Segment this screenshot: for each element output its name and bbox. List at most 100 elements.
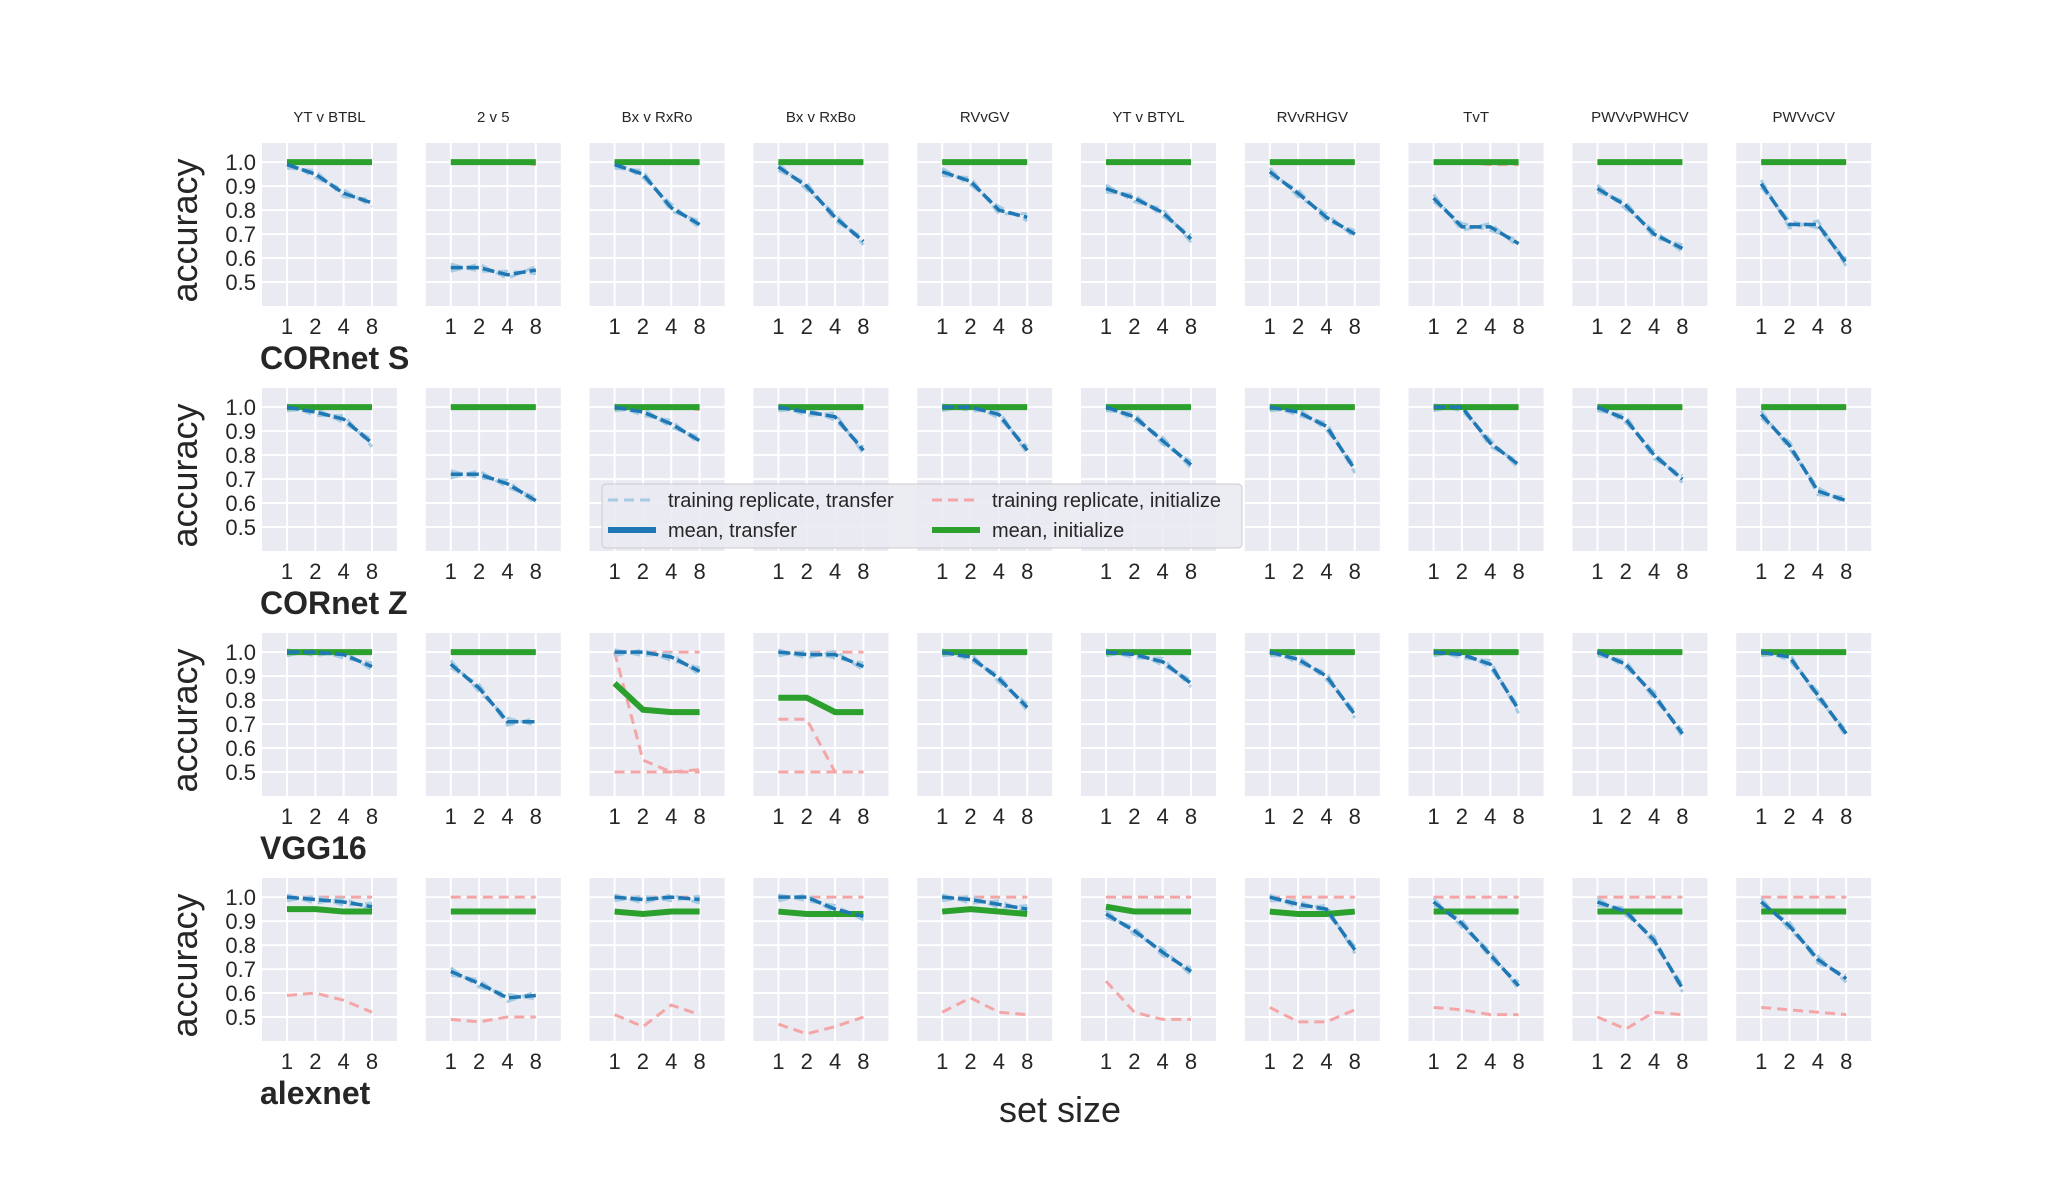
x-tick-label: 8 [1512, 314, 1524, 339]
x-tick-label: 8 [1185, 804, 1197, 829]
mean-transfer-line [450, 265, 537, 277]
x-tick-label: 1 [1591, 804, 1603, 829]
y-tick-label: 0.9 [225, 174, 256, 199]
x-tick-label: 1 [1264, 804, 1276, 829]
mean-transfer-line [1433, 405, 1520, 467]
x-tick-label: 2 [473, 314, 485, 339]
x-tick-label: 8 [530, 559, 542, 584]
x-tick-label: 1 [1427, 314, 1439, 339]
mean-transfer-line [1269, 650, 1357, 716]
panel-background [262, 143, 397, 306]
x-tick-label: 8 [530, 1049, 542, 1074]
x-tick-label: 8 [1840, 1049, 1852, 1074]
y-tick-label: 0.9 [225, 419, 256, 444]
x-tick-label: 4 [993, 559, 1005, 584]
x-tick-label: 8 [530, 314, 542, 339]
panel-background [1081, 633, 1216, 796]
mean-transfer-line [1759, 182, 1848, 264]
x-tick-label: 2 [964, 1049, 976, 1074]
x-tick-label: 2 [1456, 314, 1468, 339]
x-tick-label: 8 [366, 1049, 378, 1074]
x-tick-label: 1 [1100, 1049, 1112, 1074]
x-tick-label: 8 [1840, 559, 1852, 584]
x-tick-label: 4 [338, 1049, 350, 1074]
x-tick-label: 2 [309, 1049, 321, 1074]
mean-transfer-line [1105, 186, 1193, 241]
x-tick-label: 1 [1755, 314, 1767, 339]
y-tick-label: 0.5 [225, 515, 256, 540]
x-tick-label: 8 [1676, 559, 1688, 584]
x-tick-label: 8 [693, 314, 705, 339]
x-tick-label: 2 [309, 804, 321, 829]
x-tick-label: 2 [637, 1049, 649, 1074]
x-tick-label: 4 [1484, 559, 1496, 584]
transfer-replicate-line [286, 159, 373, 208]
panel-background [262, 633, 397, 796]
panel-background [425, 388, 561, 551]
initialize-replicate-line [778, 717, 864, 774]
y-tick-label: 0.6 [225, 491, 256, 516]
panel-background [1572, 633, 1708, 796]
transfer-replicate-line [449, 966, 537, 1001]
x-tick-label: 1 [608, 804, 620, 829]
mean-transfer-line [942, 405, 1029, 452]
y-tick-label: 1.0 [225, 150, 256, 175]
x-tick-label: 8 [693, 804, 705, 829]
x-tick-label: 2 [1456, 1049, 1468, 1074]
x-tick-label: 1 [281, 314, 293, 339]
x-tick-label: 8 [1840, 314, 1852, 339]
x-tick-label: 1 [1755, 804, 1767, 829]
x-tick-label: 8 [1185, 559, 1197, 584]
mean-initialize-line [1269, 908, 1356, 917]
panel-background [1736, 633, 1872, 796]
x-tick-label: 4 [501, 559, 513, 584]
x-tick-label: 4 [338, 314, 350, 339]
y-tick-label: 0.8 [225, 933, 256, 958]
mean-initialize-line [941, 906, 1028, 917]
mean-transfer-line [1268, 170, 1356, 236]
x-tick-label: 2 [801, 559, 813, 584]
x-tick-label: 4 [1484, 804, 1496, 829]
panel-background [1244, 388, 1380, 551]
legend: training replicate, transfer training rep… [601, 483, 1243, 549]
panel-background [425, 633, 561, 796]
x-tick-label: 1 [1591, 314, 1603, 339]
panel: 1 2 4 8 PWVvPWHCV [1572, 109, 1708, 339]
panel: 1 2 4 8 RVvRHGV [1244, 109, 1380, 339]
x-tick-label: 1 [1100, 559, 1112, 584]
x-tick-label: 1 [445, 1049, 457, 1074]
x-tick-label: 1 [1264, 314, 1276, 339]
x-tick-label: 1 [936, 559, 948, 584]
x-tick-label: 1 [1264, 559, 1276, 584]
x-tick-label: 1 [936, 1049, 948, 1074]
x-tick-label: 8 [1349, 559, 1361, 584]
x-tick-label: 8 [366, 804, 378, 829]
mean-transfer-line [777, 165, 865, 243]
y-axis-label: accuracy [164, 158, 205, 302]
transfer-replicate-line [1759, 179, 1848, 268]
x-tick-label: 8 [1349, 1049, 1361, 1074]
x-tick-label: 4 [501, 314, 513, 339]
mean-transfer-line [614, 162, 701, 227]
mean-transfer-line [614, 895, 700, 902]
x-tick-label: 1 [772, 804, 784, 829]
y-tick-label: 0.5 [225, 760, 256, 785]
network-label: VGG16 [260, 830, 367, 866]
x-tick-label: 4 [665, 1049, 677, 1074]
x-tick-label: 1 [281, 559, 293, 584]
x-tick-label: 1 [445, 804, 457, 829]
y-tick-label: 0.5 [225, 1005, 256, 1030]
network-label: CORnet Z [260, 585, 408, 621]
y-tick-label: 1.0 [225, 640, 256, 665]
x-tick-label: 4 [1320, 314, 1332, 339]
